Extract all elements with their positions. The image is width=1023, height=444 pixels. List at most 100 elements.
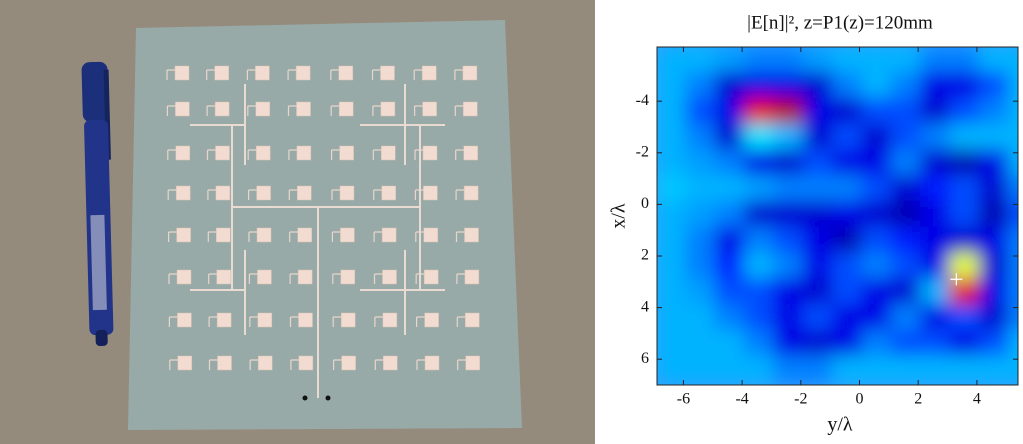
patch xyxy=(464,269,480,285)
feed xyxy=(455,189,465,200)
patch xyxy=(422,145,438,161)
heatmap-cell xyxy=(978,97,1011,126)
heatmap-cell xyxy=(685,200,717,229)
patch xyxy=(381,227,397,243)
heatmap-cell xyxy=(890,252,923,281)
heatmap-cell xyxy=(802,97,835,126)
feed xyxy=(247,105,256,116)
heatmap-cell xyxy=(861,355,893,384)
heatmap-cell xyxy=(978,278,1011,307)
heatmap-cell xyxy=(714,149,747,178)
heatmap-cell xyxy=(1008,97,1018,126)
heatmap-cell xyxy=(890,71,923,100)
heatmap-cell xyxy=(832,278,864,307)
heatmap-cell xyxy=(802,226,835,255)
heatmap-cell xyxy=(832,71,864,100)
feed xyxy=(247,149,257,160)
patch xyxy=(214,101,230,117)
heatmap-cell xyxy=(685,71,717,100)
heatmap-cell xyxy=(920,175,952,203)
heatmap-cell xyxy=(832,252,864,281)
feed xyxy=(248,189,257,200)
x-tick-label: -2 xyxy=(794,391,807,408)
heatmap-cell xyxy=(744,149,776,178)
feed xyxy=(206,149,216,160)
feed xyxy=(372,105,381,116)
y-tick-label: 6 xyxy=(641,350,649,367)
patch xyxy=(176,227,191,243)
heatmap-cell xyxy=(802,71,835,100)
feed xyxy=(371,69,381,80)
patch xyxy=(463,145,478,161)
y-tick-label: 0 xyxy=(641,195,649,212)
heatmap-cell xyxy=(714,304,747,332)
patch xyxy=(215,145,230,161)
x-axis-label: y/λ xyxy=(827,414,853,436)
feed xyxy=(206,105,216,116)
heatmap-cell xyxy=(744,329,776,358)
feed xyxy=(249,316,258,327)
heatmap-cell xyxy=(949,226,981,255)
heatmap-cell xyxy=(657,71,688,100)
heatmap-cell xyxy=(1008,175,1018,203)
feed xyxy=(455,231,465,242)
feed xyxy=(248,231,257,242)
patch xyxy=(383,355,398,371)
feed xyxy=(249,359,259,370)
heatmap-cell xyxy=(773,71,805,100)
feed xyxy=(414,105,423,116)
heatmap-cell xyxy=(978,226,1011,255)
feed xyxy=(456,316,466,327)
heatmap-cell xyxy=(773,226,805,255)
patch xyxy=(257,312,273,328)
heatmap-cell xyxy=(802,329,835,358)
feed xyxy=(169,359,178,370)
heatmap-cell xyxy=(832,123,864,152)
heatmap-cell xyxy=(714,97,747,126)
board-detail xyxy=(166,65,480,401)
heatmap-cell xyxy=(802,355,835,384)
feed xyxy=(288,189,298,200)
heatmap-cell xyxy=(685,355,717,384)
heatmap-cell xyxy=(657,252,688,281)
patch xyxy=(177,312,192,328)
heatmap-cell xyxy=(1008,304,1018,332)
heatmap-cell xyxy=(861,175,893,203)
feed xyxy=(331,189,340,200)
heatmap-cell xyxy=(832,47,864,74)
patch xyxy=(215,185,231,201)
patch xyxy=(175,101,190,117)
heatmap-cell xyxy=(920,329,952,358)
heatmap-cell xyxy=(890,226,923,255)
patch xyxy=(341,355,356,371)
heatmap-cell xyxy=(685,97,717,126)
patch xyxy=(381,185,396,201)
heatmap-cell xyxy=(920,252,952,281)
heatmap-cell xyxy=(978,304,1011,332)
heatmap-cell xyxy=(744,200,776,229)
feed xyxy=(457,359,466,370)
feed xyxy=(455,149,464,160)
heatmap-cell xyxy=(685,149,717,178)
marker xyxy=(950,273,963,286)
patch xyxy=(257,355,273,371)
heatmap-cell xyxy=(920,304,952,332)
heatmap-cell xyxy=(685,329,717,358)
chart-title: |E[n]|², z=P1(z)=120mm xyxy=(747,12,933,33)
patch xyxy=(297,185,312,201)
patch xyxy=(340,227,355,243)
heatmap-cell xyxy=(1008,355,1018,384)
x-tick-label: -4 xyxy=(735,391,748,408)
patch xyxy=(463,185,479,201)
feed xyxy=(168,231,177,242)
heatmap-cell xyxy=(861,123,893,152)
y-tick-label: -2 xyxy=(636,143,649,160)
heatmap-cell xyxy=(949,304,981,332)
feed xyxy=(333,359,342,370)
feed xyxy=(372,149,382,160)
patch xyxy=(216,227,231,243)
heatmap-cell xyxy=(949,71,981,100)
heatmap-cell xyxy=(890,97,923,126)
heatmap-cell xyxy=(657,149,688,178)
heatmap-cell xyxy=(744,226,776,255)
